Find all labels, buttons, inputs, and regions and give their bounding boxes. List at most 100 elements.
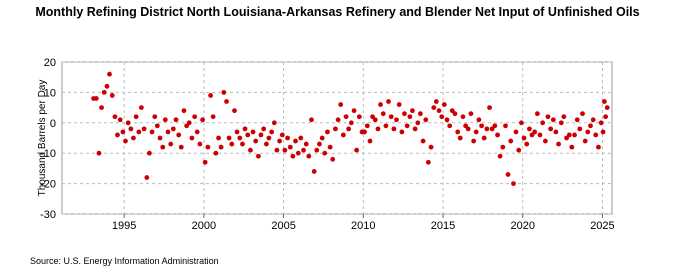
point — [205, 144, 211, 150]
point — [279, 132, 285, 138]
point — [136, 129, 142, 135]
point — [580, 111, 585, 117]
point — [386, 99, 391, 104]
point — [144, 175, 150, 180]
point — [590, 117, 596, 123]
point — [269, 129, 275, 135]
point — [428, 144, 434, 150]
point — [343, 114, 349, 120]
point — [146, 150, 152, 156]
point — [178, 144, 184, 150]
point — [436, 108, 442, 114]
point — [200, 117, 206, 123]
point — [226, 135, 232, 141]
point — [348, 120, 354, 126]
point — [362, 129, 367, 135]
point — [210, 114, 216, 120]
point — [216, 135, 221, 141]
point — [569, 144, 575, 150]
point — [154, 123, 160, 129]
point — [372, 117, 378, 123]
point — [120, 129, 126, 135]
point — [138, 105, 144, 110]
point — [149, 129, 155, 135]
y-axis-label: Thousand Barrels per Day — [37, 80, 48, 197]
point — [441, 102, 447, 107]
point — [242, 126, 248, 132]
point — [311, 169, 317, 174]
point — [319, 135, 325, 141]
point — [335, 117, 341, 123]
point — [367, 138, 373, 144]
x-tick-label: 2005 — [271, 220, 295, 232]
point — [423, 117, 429, 123]
point — [248, 147, 253, 153]
point — [476, 117, 482, 123]
x-tick-label: 2000 — [192, 220, 216, 232]
point — [542, 138, 548, 144]
point — [181, 108, 187, 114]
point — [317, 141, 322, 147]
x-tick-label: 2010 — [351, 220, 375, 232]
point — [511, 181, 516, 187]
x-tick-label: 2015 — [431, 220, 455, 232]
point — [532, 129, 538, 135]
point — [250, 129, 256, 135]
point — [521, 135, 527, 141]
chart-title: Monthly Refining District North Louisian… — [35, 5, 640, 19]
point — [295, 150, 301, 156]
point — [447, 123, 453, 129]
point — [240, 141, 245, 147]
point — [117, 117, 123, 123]
point — [333, 126, 338, 132]
point — [548, 126, 554, 132]
point — [287, 144, 293, 150]
point — [582, 138, 588, 144]
point — [351, 108, 357, 114]
point — [232, 108, 237, 114]
point — [534, 111, 540, 117]
point — [527, 126, 532, 132]
point — [338, 102, 344, 107]
point — [553, 129, 559, 135]
point — [407, 114, 413, 120]
point — [577, 126, 583, 132]
point — [425, 159, 431, 165]
point — [473, 129, 479, 135]
point — [505, 172, 511, 177]
point — [481, 135, 487, 141]
point — [346, 126, 352, 132]
point — [263, 141, 269, 147]
point — [168, 141, 174, 147]
point — [484, 126, 490, 132]
point — [229, 141, 235, 147]
point — [309, 117, 314, 123]
point — [394, 117, 399, 123]
point — [558, 120, 564, 126]
point — [444, 117, 450, 123]
point — [601, 99, 607, 104]
point — [596, 144, 601, 150]
point — [574, 117, 580, 123]
point — [160, 144, 166, 150]
plot-area — [61, 61, 613, 215]
point — [598, 120, 604, 126]
point — [455, 129, 461, 135]
point — [157, 135, 163, 141]
point — [503, 123, 508, 129]
point — [572, 132, 577, 138]
y-tick-label: -10 — [40, 148, 56, 160]
point — [322, 150, 328, 156]
point — [221, 90, 227, 95]
point — [266, 135, 272, 141]
point — [131, 135, 136, 141]
point — [165, 129, 171, 135]
point — [162, 117, 168, 123]
point — [303, 141, 309, 147]
x-tick-label: 1995 — [112, 220, 136, 232]
point — [378, 102, 383, 107]
point — [93, 96, 99, 101]
point — [170, 126, 176, 132]
